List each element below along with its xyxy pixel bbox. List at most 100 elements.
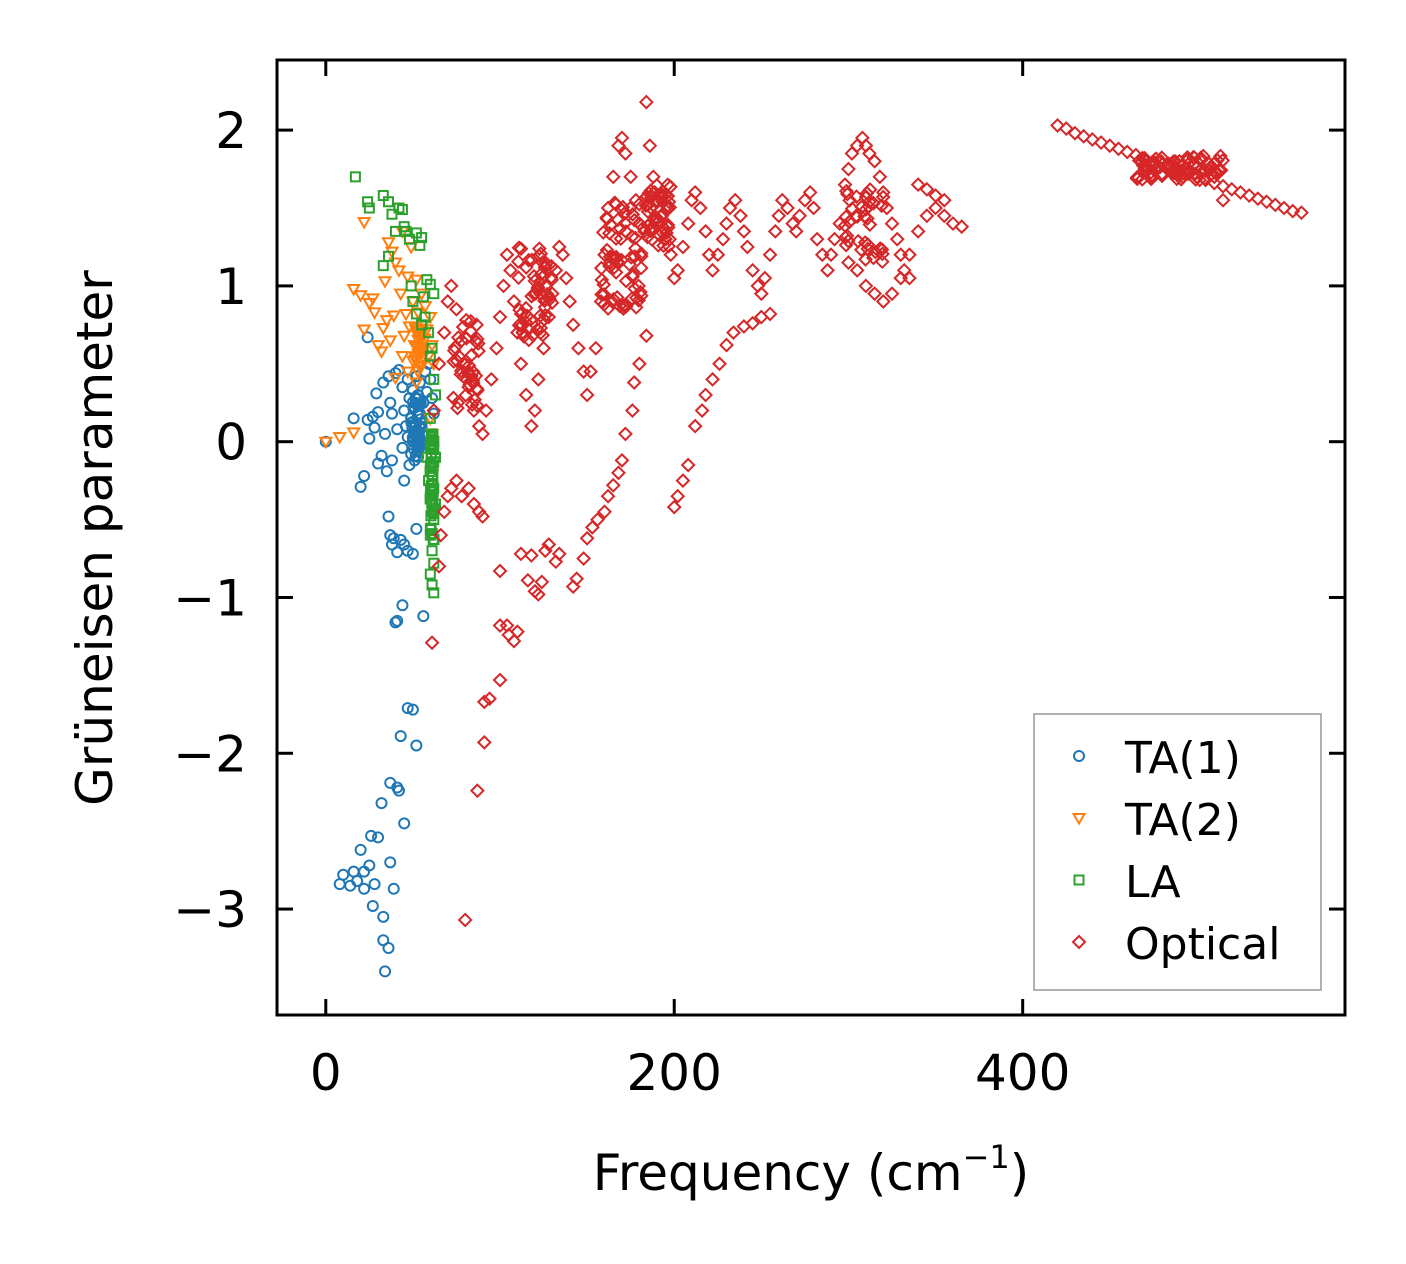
data-point-ta1 xyxy=(384,856,397,869)
y-axis-label: Grüneisen parameter xyxy=(66,270,124,806)
data-point-optical xyxy=(806,200,822,216)
data-point-optical xyxy=(1164,164,1180,179)
legend-label-optical: Optical xyxy=(1125,919,1280,970)
data-point-optical xyxy=(544,295,560,311)
data-point-optical xyxy=(623,249,639,265)
x-axis-label-text: Frequency (cm xyxy=(593,1144,963,1202)
data-point-optical xyxy=(623,169,639,185)
data-point-optical xyxy=(461,481,477,496)
data-point-ta2 xyxy=(356,217,372,230)
data-point-optical xyxy=(659,225,674,241)
data-point-optical xyxy=(1172,165,1188,181)
data-point-optical xyxy=(692,200,708,216)
data-point-optical xyxy=(670,262,686,278)
data-point-optical xyxy=(919,181,935,197)
data-point-optical xyxy=(626,375,642,390)
data-point-ta1 xyxy=(417,610,430,623)
data-point-optical xyxy=(608,264,624,280)
data-point-optical xyxy=(666,499,682,515)
data-point-optical xyxy=(1276,200,1292,216)
data-point-optical xyxy=(875,294,891,309)
data-point-ta1 xyxy=(377,910,390,923)
data-point-la xyxy=(425,510,437,522)
data-point-optical xyxy=(844,201,860,217)
data-point-optical xyxy=(850,233,866,249)
data-point-optical xyxy=(518,387,534,403)
data-point-optical xyxy=(1197,171,1212,187)
data-point-optical xyxy=(945,216,961,231)
data-point-ta2 xyxy=(400,271,415,285)
data-point-optical xyxy=(521,252,537,268)
data-point-optical xyxy=(515,325,531,340)
y-tick-label: 1 xyxy=(215,258,247,316)
data-point-la xyxy=(428,288,440,300)
data-point-optical xyxy=(675,239,691,255)
data-point-la xyxy=(407,295,419,307)
data-point-ta2 xyxy=(393,288,408,302)
data-point-optical xyxy=(1168,164,1184,180)
data-point-optical xyxy=(641,218,656,233)
data-point-ta1 xyxy=(370,387,383,400)
data-point-optical xyxy=(513,241,529,257)
data-point-ta1 xyxy=(407,415,420,428)
data-point-optical xyxy=(687,185,703,200)
data-point-optical xyxy=(687,418,703,434)
data-point-optical xyxy=(648,209,664,225)
data-point-optical xyxy=(1209,165,1225,181)
data-point-la xyxy=(426,440,438,452)
data-point-optical xyxy=(1259,194,1275,210)
data-point-optical xyxy=(632,284,648,300)
data-point-optical xyxy=(459,330,474,346)
data-point-optical xyxy=(596,277,612,293)
data-point-optical xyxy=(726,325,741,341)
data-point-la xyxy=(349,171,361,183)
x-axis-label-close: ) xyxy=(1010,1144,1030,1202)
data-point-la xyxy=(362,196,374,208)
data-point-optical xyxy=(1224,181,1240,197)
data-point-optical xyxy=(638,328,654,344)
data-point-optical xyxy=(523,418,539,434)
data-point-la xyxy=(386,208,398,220)
data-point-optical xyxy=(617,215,633,231)
data-point-optical xyxy=(513,546,529,562)
data-point-optical xyxy=(857,235,873,250)
data-point-optical xyxy=(541,289,557,305)
data-point-optical xyxy=(644,232,660,247)
y-tick-label: −2 xyxy=(173,725,247,783)
data-point-optical xyxy=(609,250,624,266)
data-point-optical xyxy=(928,188,943,203)
data-point-ta2 xyxy=(411,366,426,379)
data-point-optical xyxy=(555,247,571,263)
data-point-optical xyxy=(884,286,900,302)
data-point-ta1 xyxy=(363,859,376,872)
legend-label-la: LA xyxy=(1125,857,1181,908)
data-point-optical xyxy=(705,262,720,278)
data-point-optical xyxy=(625,403,640,418)
data-point-optical xyxy=(431,558,447,574)
data-point-optical xyxy=(1233,185,1248,200)
data-markers xyxy=(318,94,1309,978)
data-point-optical xyxy=(745,262,761,278)
data-point-optical xyxy=(478,403,494,418)
data-point-ta2 xyxy=(413,348,429,361)
data-point-optical xyxy=(727,192,743,208)
data-point-optical xyxy=(872,241,888,256)
data-point-optical xyxy=(1111,141,1126,157)
data-point-la xyxy=(428,508,440,519)
x-tick-label: 200 xyxy=(627,1044,722,1102)
data-point-optical xyxy=(440,294,456,309)
data-point-optical xyxy=(475,509,491,524)
legend-label-ta1: TA(1) xyxy=(1124,733,1241,784)
data-point-optical xyxy=(445,390,461,406)
data-point-ta1 xyxy=(347,412,360,425)
data-point-ta2 xyxy=(353,290,368,303)
y-tick-label: −3 xyxy=(173,881,247,939)
data-point-optical xyxy=(470,336,486,351)
data-point-optical xyxy=(476,734,492,750)
data-point-optical xyxy=(458,312,474,328)
data-point-optical xyxy=(618,426,633,442)
data-point-optical xyxy=(469,783,485,799)
data-point-ta1 xyxy=(379,427,392,440)
data-point-optical xyxy=(889,231,905,247)
